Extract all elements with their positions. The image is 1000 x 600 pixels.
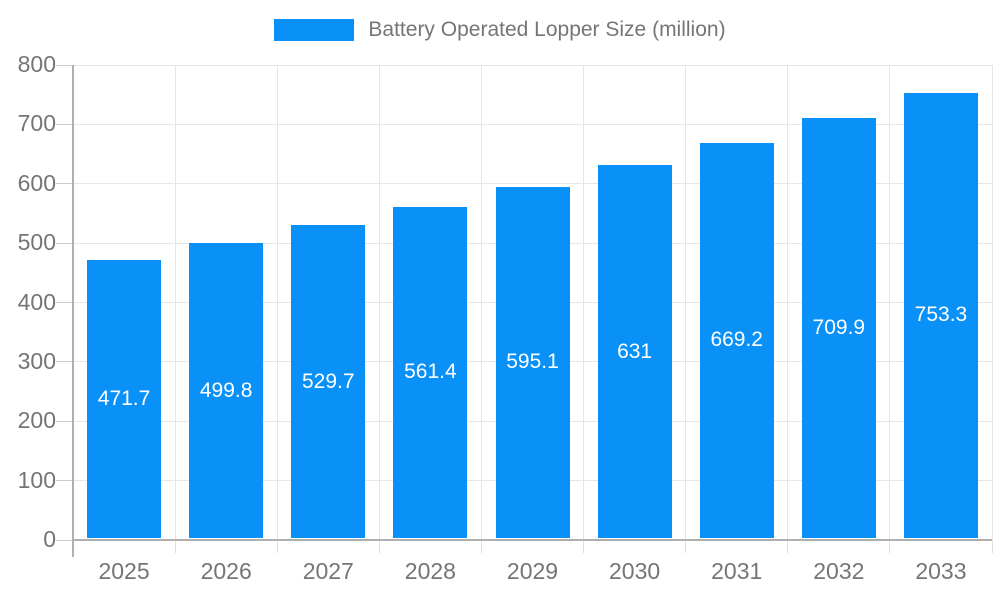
bar (393, 206, 468, 538)
x-gridline (889, 65, 891, 540)
x-axis-label: 2032 (813, 558, 865, 584)
y-axis-tick (56, 539, 73, 541)
x-axis-tick (991, 540, 993, 553)
y-axis-tick (56, 242, 73, 244)
y-axis-tick (56, 480, 73, 482)
x-axis-tick (889, 540, 891, 553)
y-axis-label: 400 (17, 288, 56, 315)
x-axis-tick (685, 540, 687, 553)
y-axis-tick (56, 420, 73, 422)
x-gridline (991, 65, 993, 540)
y-gridline (73, 183, 992, 185)
bar (903, 92, 978, 538)
x-axis-tick (787, 540, 789, 553)
x-axis-tick (583, 540, 585, 553)
y-axis-tick (56, 123, 73, 125)
y-axis-tick (56, 64, 73, 66)
x-axis-tick (276, 540, 278, 553)
x-axis-line (73, 539, 992, 541)
x-gridline (480, 65, 482, 540)
y-axis-tick (56, 361, 73, 363)
bar-value-label: 561.4 (404, 360, 457, 384)
legend-swatch (274, 19, 355, 41)
x-axis-tick (174, 540, 176, 553)
bar (87, 259, 162, 538)
bar (801, 118, 876, 538)
y-axis-label: 300 (17, 347, 56, 374)
bar (597, 165, 672, 538)
y-gridline (73, 123, 992, 125)
y-axis-label: 500 (17, 229, 56, 256)
bar (495, 186, 570, 538)
x-gridline (583, 65, 585, 540)
bar (699, 142, 774, 538)
y-axis-label: 700 (17, 110, 56, 137)
x-gridline (276, 65, 278, 540)
y-axis-label: 0 (43, 526, 56, 552)
y-axis-label: 800 (17, 51, 56, 77)
legend: Battery Operated Lopper Size (million) (0, 18, 1000, 42)
x-axis-tick (378, 540, 380, 553)
y-axis-line (72, 65, 74, 557)
x-gridline (378, 65, 380, 540)
bar (189, 243, 264, 538)
x-axis-label: 2026 (200, 558, 252, 584)
x-gridline (787, 65, 789, 540)
bar-value-label: 595.1 (506, 350, 559, 374)
bar-value-label: 471.7 (97, 386, 151, 410)
x-axis-label: 2025 (98, 558, 150, 584)
y-axis-label: 100 (17, 466, 56, 493)
y-gridline (73, 64, 992, 66)
y-axis-label: 200 (17, 407, 56, 434)
y-axis-label: 600 (17, 169, 56, 196)
x-axis-label: 2027 (302, 558, 354, 584)
bar-value-label: 669.2 (710, 328, 763, 352)
x-axis-label: 2031 (711, 558, 763, 584)
bar (291, 225, 366, 538)
bar-value-label: 753.3 (914, 303, 968, 327)
x-axis-label: 2030 (609, 558, 661, 584)
y-axis-tick (56, 183, 73, 185)
x-gridline (685, 65, 687, 540)
bar-value-label: 631 (617, 339, 653, 363)
bar-value-label: 709.9 (812, 316, 866, 340)
x-axis-tick (480, 540, 482, 553)
legend-label: Battery Operated Lopper Size (million) (368, 18, 726, 41)
x-gridline (174, 65, 176, 540)
bar-value-label: 529.7 (301, 369, 355, 393)
x-axis-label: 2033 (915, 558, 967, 584)
y-axis-tick (56, 302, 73, 303)
bar-value-label: 499.8 (199, 378, 253, 402)
x-axis-label: 2028 (404, 558, 456, 584)
x-axis-label: 2029 (506, 558, 559, 584)
